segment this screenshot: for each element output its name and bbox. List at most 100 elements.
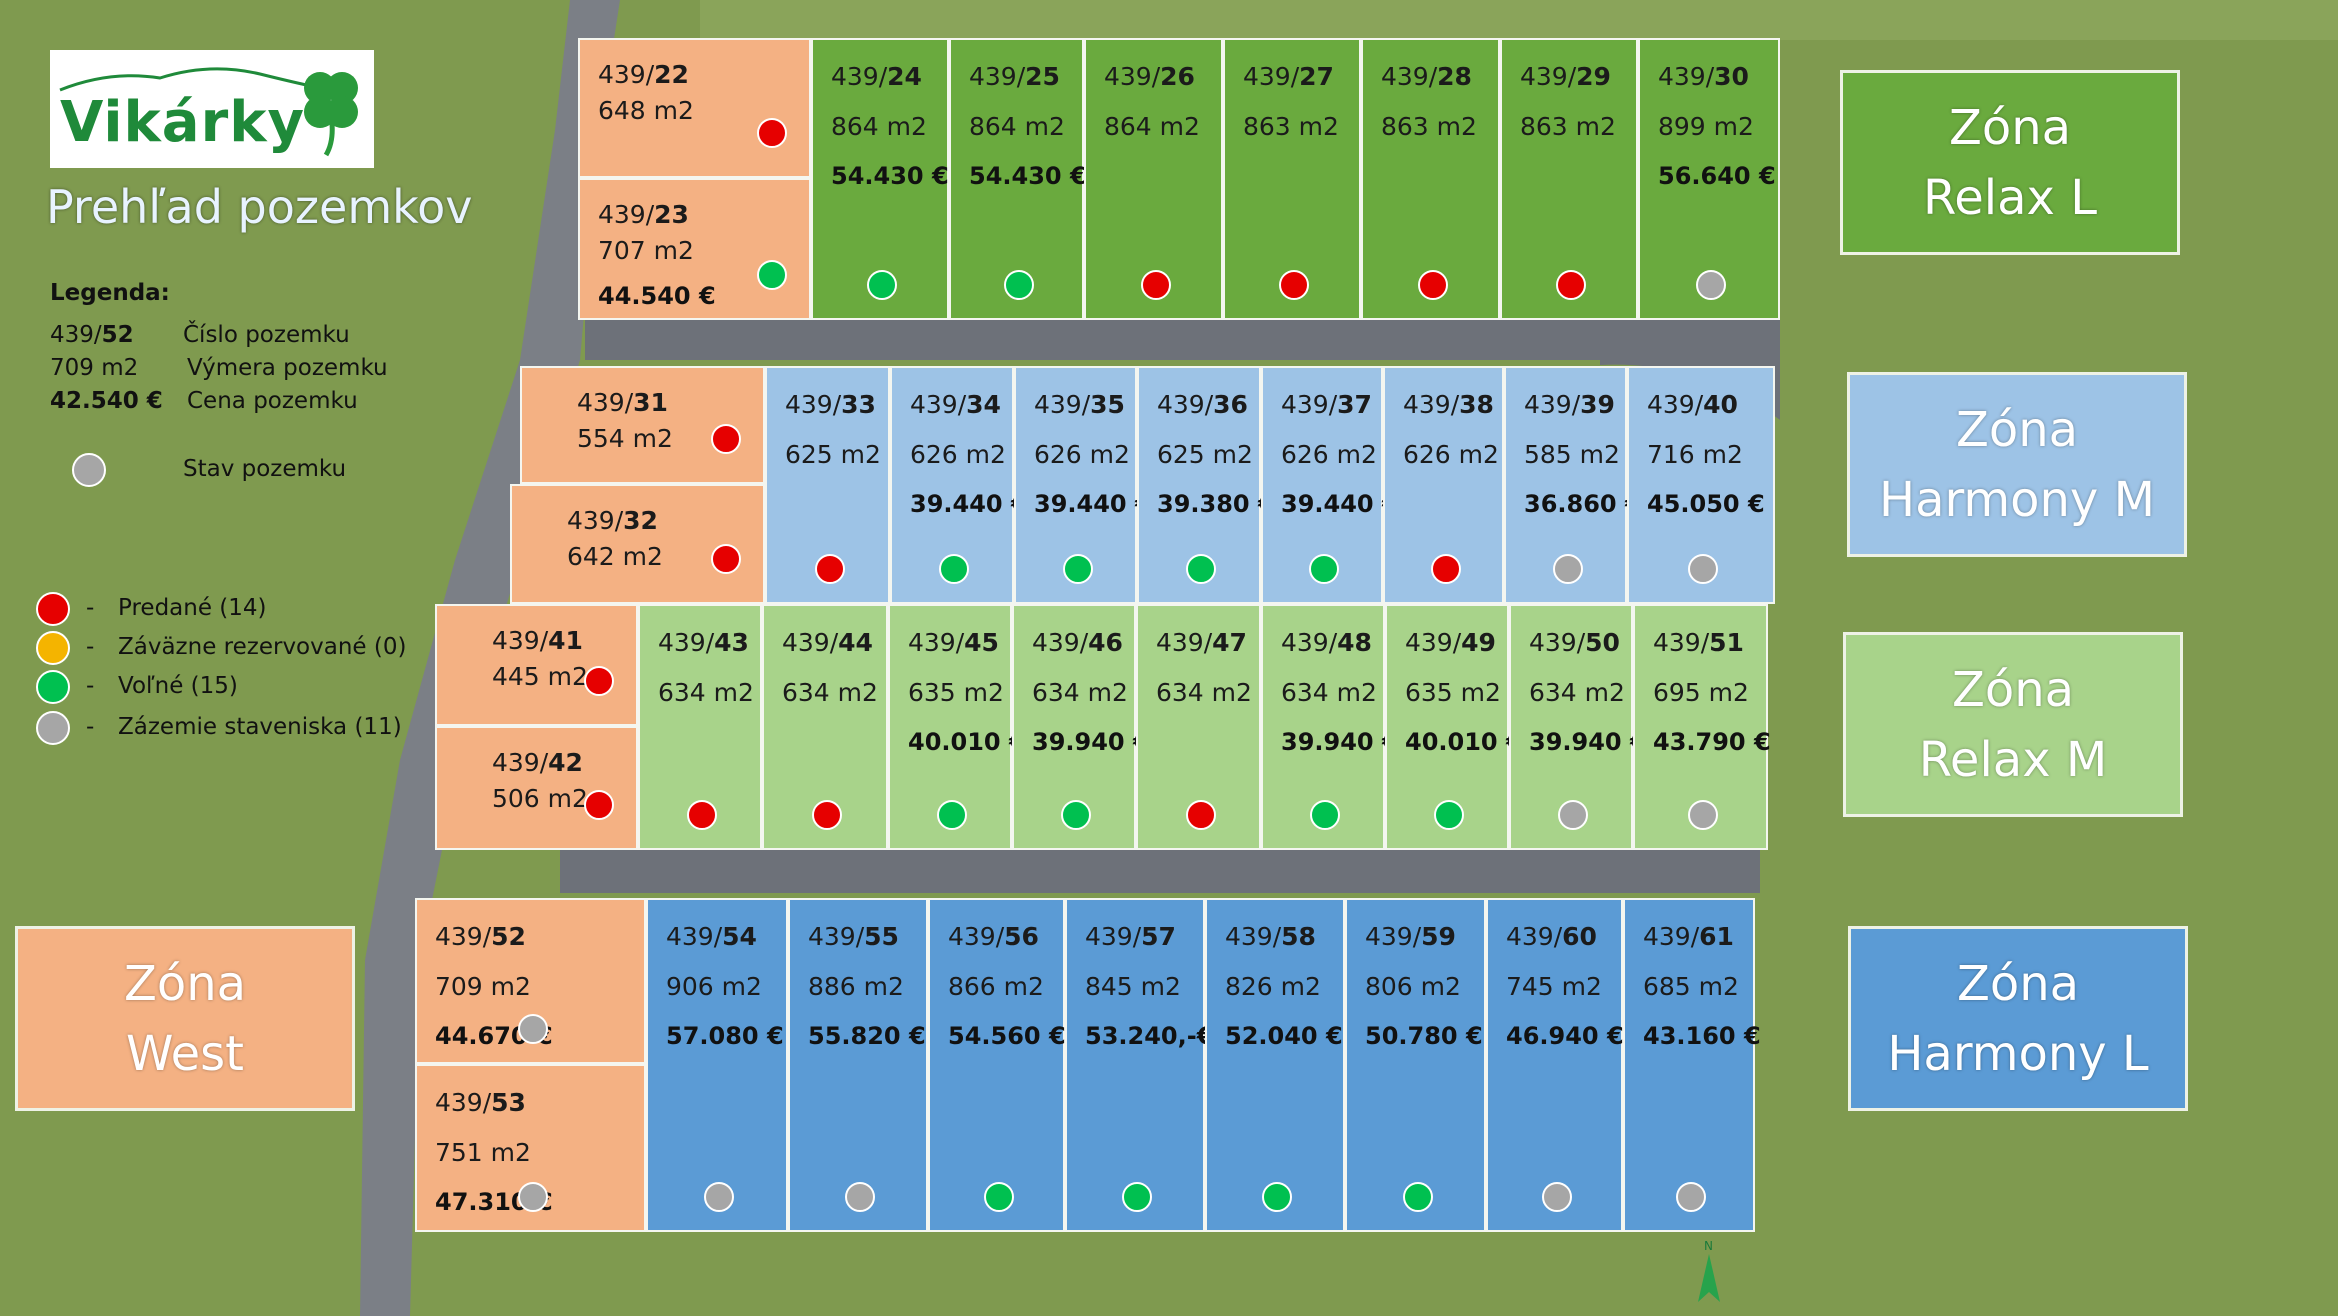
plot-area: 634 m2 xyxy=(1032,678,1128,707)
plot-price: 55.820 € xyxy=(808,1022,926,1050)
plot-status-dot-free xyxy=(757,260,787,290)
plot-35[interactable]: 439/35 626 m2 39.440 € xyxy=(1014,366,1152,604)
plot-39[interactable]: 439/39 585 m2 36.860 € xyxy=(1504,366,1642,604)
zone-label-west[interactable]: Zóna West xyxy=(15,926,355,1111)
zone-label-line2: West xyxy=(125,1025,244,1082)
zone-label-harmony-l[interactable]: Zóna Harmony L xyxy=(1848,926,2188,1111)
plot-area: 695 m2 xyxy=(1653,678,1749,707)
plot-price: 56.640 € xyxy=(1658,162,1776,190)
plot-area: 863 m2 xyxy=(1243,112,1339,141)
plot-54[interactable]: 439/54 906 m2 57.080 € xyxy=(646,898,788,1232)
plot-price: 54.430 € xyxy=(831,162,949,190)
plot-number: 439/38 xyxy=(1403,390,1494,419)
zone-label-relax-l[interactable]: Zóna Relax L xyxy=(1840,70,2180,255)
plot-40[interactable]: 439/40 716 m2 45.050 € xyxy=(1627,366,1775,604)
plot-51[interactable]: 439/51 695 m2 43.790 € xyxy=(1633,604,1771,850)
plot-area: 864 m2 xyxy=(831,112,927,141)
plot-28[interactable]: 439/28 863 m2 xyxy=(1361,38,1500,320)
plot-60[interactable]: 439/60 745 m2 46.940 € xyxy=(1486,898,1624,1232)
plot-status-dot-site xyxy=(517,1182,548,1212)
zone-label-harmony-m[interactable]: Zóna Harmony M xyxy=(1847,372,2187,557)
plot-number: 439/44 xyxy=(782,628,873,657)
plot-58[interactable]: 439/58 826 m2 52.040 € xyxy=(1205,898,1345,1232)
plot-56[interactable]: 439/56 866 m2 54.560 € xyxy=(928,898,1066,1232)
plot-number: 439/60 xyxy=(1506,922,1597,951)
plot-status-dot-free xyxy=(1262,1182,1292,1212)
legend-area-desc: Výmera pozemku xyxy=(187,355,388,381)
plot-price: 39.940 € xyxy=(1032,728,1150,756)
plot-53[interactable]: 439/53 751 m2 47.310 € xyxy=(415,1064,646,1232)
plot-status-dot-sold xyxy=(1140,270,1171,300)
plot-number: 439/57 xyxy=(1085,922,1176,951)
plot-26[interactable]: 439/26 864 m2 xyxy=(1084,38,1223,320)
plot-area: 626 m2 xyxy=(1034,440,1130,469)
plot-status-dot-free xyxy=(1434,800,1464,830)
plot-47[interactable]: 439/47 634 m2 xyxy=(1136,604,1261,850)
zone-label-line2: Harmony L xyxy=(1887,1025,2149,1082)
plot-number: 439/29 xyxy=(1520,62,1611,91)
plot-46[interactable]: 439/46 634 m2 39.940 € xyxy=(1012,604,1150,850)
plot-52[interactable]: 439/52 709 m2 44.670 € xyxy=(415,898,646,1064)
plot-number: 439/54 xyxy=(666,922,757,951)
plot-55[interactable]: 439/55 886 m2 55.820 € xyxy=(788,898,928,1232)
plot-price: 39.940 € xyxy=(1281,728,1399,756)
zone-label-relax-m[interactable]: Zóna Relax M xyxy=(1843,632,2183,817)
plot-33[interactable]: 439/33 625 m2 xyxy=(765,366,890,604)
plot-price: 39.440 € xyxy=(910,490,1028,518)
plot-number: 439/49 xyxy=(1405,628,1496,657)
plot-area: 635 m2 xyxy=(1405,678,1501,707)
legend-free-label: Voľné (15) xyxy=(118,673,238,699)
legend-dash: - xyxy=(86,673,95,699)
plot-status-dot-sold xyxy=(687,800,717,830)
plot-36[interactable]: 439/36 625 m2 39.380 € xyxy=(1137,366,1275,604)
plot-status-dot-site xyxy=(1696,270,1726,300)
plot-status-dot-site xyxy=(1558,800,1588,830)
plot-price: 52.040 € xyxy=(1225,1022,1343,1050)
plot-price: 46.940 € xyxy=(1506,1022,1624,1050)
plot-42[interactable]: 439/42 506 m2 xyxy=(435,726,638,850)
plot-29[interactable]: 439/29 863 m2 xyxy=(1500,38,1638,320)
plot-area: 585 m2 xyxy=(1524,440,1620,469)
plot-area: 886 m2 xyxy=(808,972,904,1001)
plot-status-dot-free xyxy=(1310,800,1340,830)
plot-area: 635 m2 xyxy=(908,678,1004,707)
plot-61[interactable]: 439/61 685 m2 43.160 € xyxy=(1623,898,1761,1232)
plot-area: 626 m2 xyxy=(1403,440,1499,469)
plot-status-dot-free xyxy=(1186,554,1216,584)
zone-label-line1: Zóna xyxy=(1955,401,2079,458)
plot-27[interactable]: 439/27 863 m2 xyxy=(1223,38,1361,320)
plot-number: 439/48 xyxy=(1281,628,1372,657)
plot-25[interactable]: 439/25 864 m2 54.430 € xyxy=(949,38,1087,320)
plot-number: 439/58 xyxy=(1225,922,1316,951)
plot-34[interactable]: 439/34 626 m2 39.440 € xyxy=(890,366,1028,604)
plot-44[interactable]: 439/44 634 m2 xyxy=(762,604,888,850)
plot-57[interactable]: 439/57 845 m2 53.240,-€ xyxy=(1065,898,1213,1232)
plot-48[interactable]: 439/48 634 m2 39.940 € xyxy=(1261,604,1399,850)
plot-number: 439/24 xyxy=(831,62,922,91)
plot-50[interactable]: 439/50 634 m2 39.940 € xyxy=(1509,604,1647,850)
plot-24[interactable]: 439/24 864 m2 54.430 € xyxy=(811,38,949,320)
plot-22[interactable]: 439/22 648 m2 xyxy=(578,38,811,178)
plot-43[interactable]: 439/43 634 m2 xyxy=(638,604,762,850)
plot-status-dot-sold xyxy=(711,544,741,574)
plot-area: 826 m2 xyxy=(1225,972,1321,1001)
plot-31[interactable]: 439/31 554 m2 xyxy=(520,366,765,484)
zone-label-line2: Relax L xyxy=(1923,169,2097,226)
legend-dot-reserved xyxy=(36,631,70,665)
plot-status-dot-site xyxy=(1552,554,1583,584)
plot-30[interactable]: 439/30 899 m2 56.640 € xyxy=(1638,38,1780,320)
plot-41[interactable]: 439/41 445 m2 xyxy=(435,604,638,726)
plot-number: 439/27 xyxy=(1243,62,1334,91)
page-title: Prehľad pozemkov xyxy=(46,180,473,234)
plot-37[interactable]: 439/37 626 m2 39.440 € xyxy=(1261,366,1399,604)
legend-status-label: Stav pozemku xyxy=(183,456,347,482)
plot-area: 648 m2 xyxy=(598,96,694,125)
legend-sold-label: Predané (14) xyxy=(118,595,267,621)
plot-59[interactable]: 439/59 806 m2 50.780 € xyxy=(1345,898,1486,1232)
plot-38[interactable]: 439/38 626 m2 xyxy=(1383,366,1504,604)
legend-dot-site xyxy=(36,711,70,745)
plot-49[interactable]: 439/49 635 m2 40.010 € xyxy=(1385,604,1523,850)
plot-23[interactable]: 439/23 707 m2 44.540 € xyxy=(578,178,811,320)
plot-45[interactable]: 439/45 635 m2 40.010 € xyxy=(888,604,1026,850)
plot-32[interactable]: 439/32 642 m2 xyxy=(510,484,765,604)
